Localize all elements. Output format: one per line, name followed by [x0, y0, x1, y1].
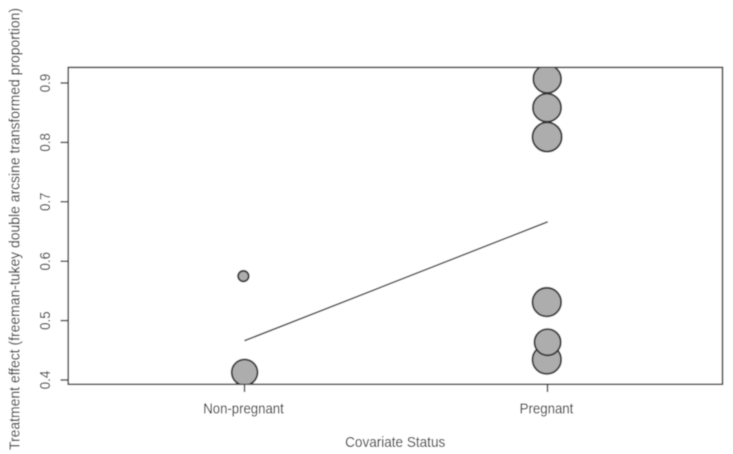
svg-text:Treatment effect (freeman-tuke: Treatment effect (freeman-tukey double a… [7, 8, 24, 450]
svg-text:0.4: 0.4 [37, 371, 54, 390]
svg-text:0.8: 0.8 [37, 133, 54, 152]
svg-text:Covariate Status: Covariate Status [345, 434, 445, 451]
svg-text:Pregnant: Pregnant [520, 401, 574, 418]
svg-text:0.6: 0.6 [37, 252, 54, 271]
svg-text:Non-pregnant: Non-pregnant [203, 401, 284, 418]
svg-text:0.5: 0.5 [37, 311, 54, 330]
svg-text:0.9: 0.9 [37, 74, 54, 93]
svg-text:0.7: 0.7 [37, 193, 54, 212]
